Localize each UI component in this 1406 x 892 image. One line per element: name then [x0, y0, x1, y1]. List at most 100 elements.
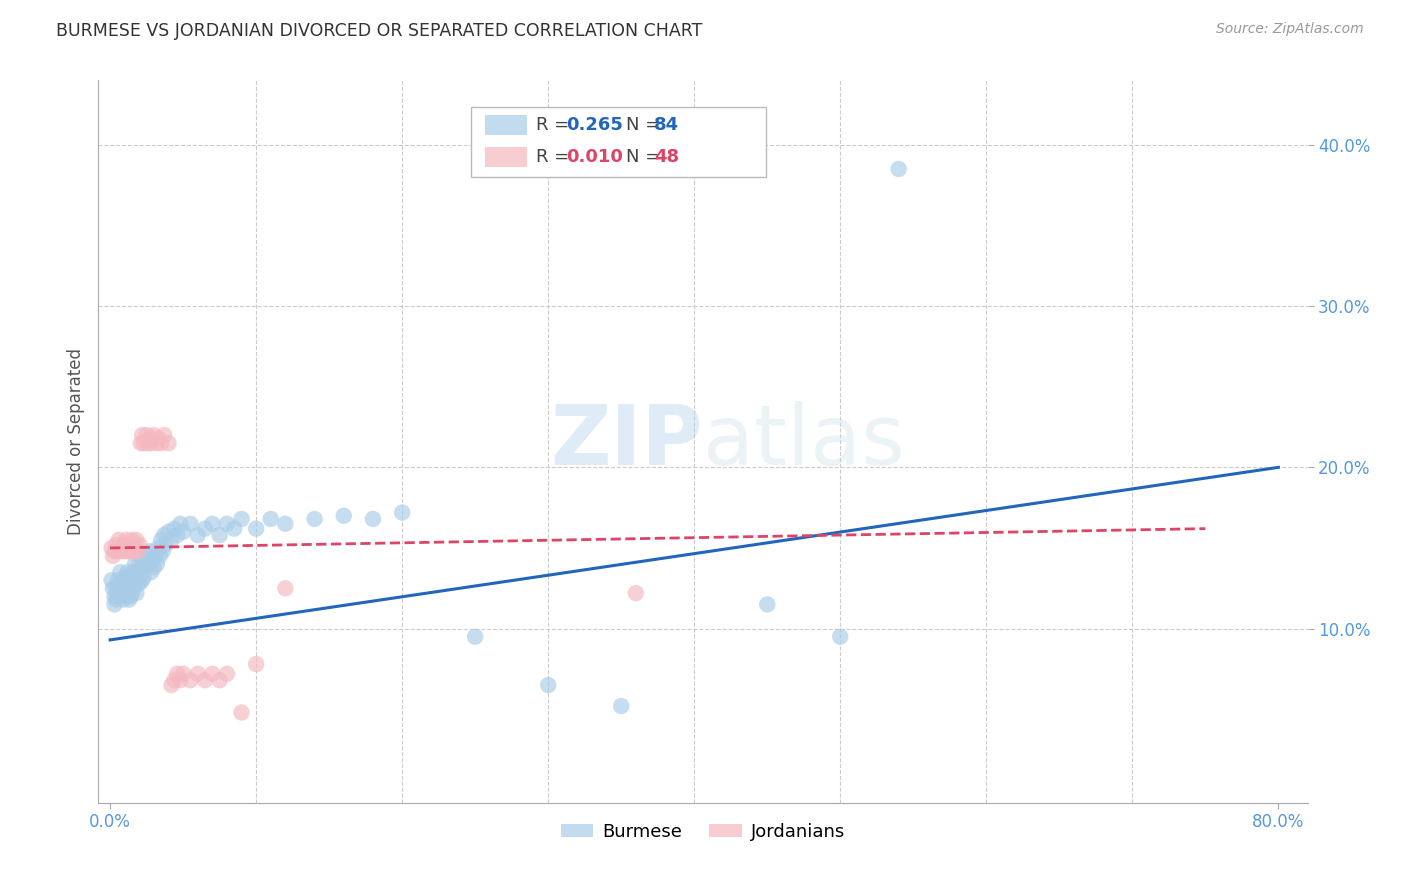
Point: [110, 582, 132, 596]
Point: [124, 576, 146, 591]
Point: [117, 582, 139, 596]
Point: [153, 528, 176, 542]
Point: [274, 516, 297, 531]
Point: [157, 524, 180, 539]
Point: [114, 582, 136, 597]
Point: [114, 544, 136, 558]
Point: [260, 512, 283, 526]
Point: [111, 573, 134, 587]
Point: [215, 516, 238, 531]
Point: [157, 436, 180, 450]
Point: [274, 582, 297, 596]
Point: [103, 590, 125, 604]
Point: [131, 560, 153, 574]
Point: [155, 538, 177, 552]
Point: [231, 512, 253, 526]
Point: [194, 673, 217, 688]
Point: [145, 549, 167, 563]
Point: [101, 582, 124, 596]
Point: [107, 544, 129, 558]
Point: [124, 538, 146, 552]
Point: [120, 544, 142, 558]
Point: [166, 666, 188, 681]
Point: [231, 706, 253, 720]
Point: [150, 533, 173, 547]
Point: [118, 538, 141, 552]
Point: [141, 554, 163, 568]
Point: [138, 544, 160, 558]
Point: [103, 598, 125, 612]
Text: BURMESE VS JORDANIAN DIVORCED OR SEPARATED CORRELATION CHART: BURMESE VS JORDANIAN DIVORCED OR SEPARAT…: [56, 22, 703, 40]
Point: [104, 592, 127, 607]
Point: [146, 557, 169, 571]
Point: [100, 541, 122, 555]
Point: [138, 431, 160, 445]
Point: [101, 549, 124, 563]
Point: [115, 573, 138, 587]
Point: [215, 666, 238, 681]
Point: [135, 428, 157, 442]
Point: [201, 516, 224, 531]
Point: [118, 573, 141, 587]
Point: [139, 436, 162, 450]
Point: [131, 573, 153, 587]
Point: [172, 524, 194, 539]
Point: [134, 560, 156, 574]
Point: [179, 516, 201, 531]
Point: [391, 506, 413, 520]
Point: [125, 533, 148, 547]
Point: [172, 666, 194, 681]
Point: [104, 538, 127, 552]
Point: [125, 586, 148, 600]
Point: [208, 528, 231, 542]
Point: [121, 586, 143, 600]
Point: [142, 428, 165, 442]
Point: [120, 576, 142, 591]
Point: [115, 590, 138, 604]
Point: [107, 573, 129, 587]
Point: [110, 565, 132, 579]
Point: [169, 673, 191, 688]
Text: 0.010: 0.010: [567, 148, 623, 166]
Point: [201, 666, 224, 681]
Point: [830, 630, 852, 644]
Text: 48: 48: [654, 148, 679, 166]
Point: [117, 565, 139, 579]
Point: [332, 508, 354, 523]
Point: [132, 570, 155, 584]
Point: [127, 573, 149, 587]
Point: [361, 512, 384, 526]
Point: [100, 573, 122, 587]
Point: [150, 436, 173, 450]
Point: [125, 565, 148, 579]
Point: [114, 570, 136, 584]
Point: [153, 428, 176, 442]
Point: [166, 528, 188, 542]
Point: [124, 557, 146, 571]
Point: [160, 678, 183, 692]
Point: [756, 598, 779, 612]
Point: [108, 590, 131, 604]
Point: [111, 544, 134, 558]
Point: [135, 549, 157, 563]
Point: [104, 582, 127, 596]
Point: [121, 570, 143, 584]
Text: 84: 84: [654, 116, 679, 134]
Point: [128, 576, 150, 591]
Point: [208, 673, 231, 688]
Point: [112, 576, 135, 591]
Point: [304, 512, 326, 526]
Point: [107, 586, 129, 600]
Point: [115, 533, 138, 547]
Point: [136, 557, 159, 571]
Text: R =: R =: [536, 148, 575, 166]
Point: [111, 586, 134, 600]
Point: [110, 541, 132, 555]
Point: [129, 436, 152, 450]
Point: [129, 549, 152, 563]
Point: [139, 565, 162, 579]
Point: [142, 560, 165, 574]
Point: [108, 533, 131, 547]
Point: [112, 538, 135, 552]
Point: [152, 544, 174, 558]
